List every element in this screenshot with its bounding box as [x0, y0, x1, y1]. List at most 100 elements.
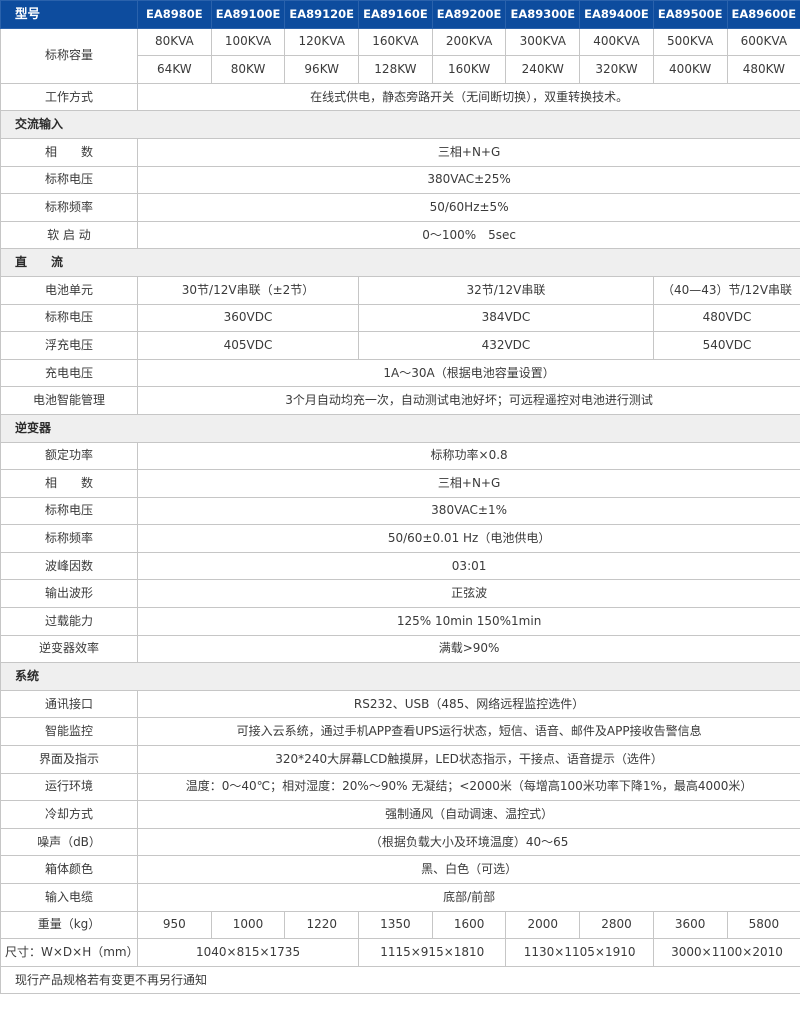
- weight-value: 3600: [652, 910, 728, 940]
- capacity-kw: 128KW: [358, 55, 433, 84]
- row-value: 480VDC: [652, 303, 800, 333]
- weight-value: 1350: [358, 910, 433, 940]
- row-label: 相 数: [0, 469, 138, 498]
- row-label: 逆变器效率: [0, 634, 138, 664]
- dc-nominal-voltage-row: 标称电压 360VDC 384VDC 480VDC: [0, 303, 800, 333]
- weight-value: 1220: [284, 910, 360, 940]
- section-title: 直 流: [0, 248, 800, 277]
- model-name: EA89600E: [726, 0, 800, 29]
- spec-row: 相 数 三相+N+G: [0, 137, 800, 167]
- section-ac-input: 交流输入: [0, 110, 800, 139]
- row-label: 充电电压: [0, 358, 138, 388]
- capacity-kw-row: 64KW 80KW 96KW 128KW 160KW 240KW 320KW 4…: [1, 55, 800, 84]
- model-name: EA89160E: [358, 0, 433, 29]
- spec-row: 标称频率 50/60±0.01 Hz（电池供电）: [0, 524, 800, 553]
- capacity-kva: 500KVA: [652, 27, 728, 57]
- footer-note: 现行产品规格若有变更不再另行通知: [0, 965, 800, 995]
- capacity-kva: 200KVA: [431, 27, 507, 57]
- row-label: 标称电压: [0, 165, 138, 195]
- spec-row: 智能监控 可接入云系统，通过手机APP查看UPS运行状态，短信、语音、邮件及AP…: [0, 717, 800, 747]
- row-label: 电池智能管理: [0, 386, 138, 415]
- row-value: 黑、白色（可选）: [136, 855, 800, 884]
- model-name: EA89100E: [210, 0, 286, 29]
- spec-row: 波峰因数 03:01: [0, 551, 800, 581]
- row-label: 通讯接口: [0, 689, 138, 719]
- row-value: 432VDC: [358, 331, 654, 360]
- row-value: 0～100% 5sec: [136, 220, 800, 250]
- spec-row: 过载能力 125% 10min 150%1min: [0, 607, 800, 636]
- dc-float-voltage-row: 浮充电压 405VDC 432VDC 540VDC: [0, 331, 800, 360]
- spec-row: 电池智能管理 3个月自动均充一次，自动测试电池好坏；可远程遥控对电池进行测试: [0, 386, 800, 415]
- capacity-kw: 400KW: [652, 55, 728, 84]
- row-label: 运行环境: [0, 772, 138, 802]
- capacity-kva-row: 标称容量 80KVA 100KVA 120KVA 160KVA 200KVA 3…: [0, 27, 800, 84]
- weight-value: 1000: [210, 910, 286, 940]
- capacity-kva: 600KVA: [726, 27, 800, 57]
- row-label: 智能监控: [0, 717, 138, 747]
- row-value: 50/60±0.01 Hz（电池供电）: [136, 524, 800, 553]
- dimension-value: 1130×1105×1910: [505, 938, 654, 967]
- row-label: 标称频率: [0, 193, 138, 222]
- row-label: 电池单元: [0, 275, 138, 305]
- row-label: 箱体颜色: [0, 855, 138, 884]
- battery-unit-row: 电池单元 30节/12V串联（±2节） 32节/12V串联 （40—43）节/1…: [0, 275, 800, 305]
- row-value: 380VAC±1%: [136, 496, 800, 526]
- capacity-kw: 80KW: [210, 55, 286, 84]
- spec-row: 输出波形 正弦波: [0, 579, 800, 609]
- row-value: 底部/前部: [136, 883, 800, 912]
- ups-spec-table: 型号 EA8980E EA89100E EA89120E EA89160E EA…: [0, 0, 800, 995]
- row-label: 重量（kg）: [0, 910, 138, 940]
- row-value: 03:01: [136, 551, 800, 581]
- capacity-kva: 160KVA: [358, 27, 433, 57]
- row-value: （40—43）节/12V串联: [652, 275, 800, 305]
- section-title: 逆变器: [0, 413, 800, 443]
- section-inverter: 逆变器: [0, 413, 800, 443]
- row-value: 125% 10min 150%1min: [136, 607, 800, 636]
- spec-row: 标称频率 50/60Hz±5%: [0, 193, 800, 222]
- model-name: EA8980E: [137, 0, 212, 29]
- row-label: 输入电缆: [0, 883, 138, 912]
- model-name: EA89400E: [579, 0, 654, 29]
- model-name: EA89200E: [431, 0, 507, 29]
- row-label: 过载能力: [0, 607, 138, 636]
- row-label: 标称电压: [0, 303, 138, 333]
- work-mode-row: 工作方式 在线式供电，静态旁路开关（无间断切换），双重转换技术。: [0, 82, 800, 112]
- row-value: 380VAC±25%: [136, 165, 800, 195]
- row-value: 50/60Hz±5%: [136, 193, 800, 222]
- capacity-kw: 96KW: [284, 55, 360, 84]
- row-value: 540VDC: [652, 331, 800, 360]
- section-title: 系统: [0, 662, 800, 691]
- capacity-kva: 120KVA: [284, 27, 360, 57]
- capacity-kva: 400KVA: [579, 27, 654, 57]
- weight-value: 5800: [726, 910, 800, 940]
- row-value: 3个月自动均充一次，自动测试电池好坏；可远程遥控对电池进行测试: [136, 386, 800, 415]
- capacity-kva: 80KVA: [137, 27, 212, 57]
- spec-row: 运行环境 温度：0～40℃；相对湿度：20%～90% 无凝结；<2000米（每增…: [0, 772, 800, 802]
- spec-row: 充电电压 1A～30A（根据电池容量设置）: [0, 358, 800, 388]
- capacity-kw: 240KW: [505, 55, 581, 84]
- spec-row: 标称电压 380VAC±25%: [0, 165, 800, 195]
- row-label: 标称容量: [0, 27, 138, 84]
- section-dc: 直 流: [0, 248, 800, 277]
- weight-row: 重量（kg） 950 1000 1220 1350 1600 2000 2800…: [0, 910, 800, 940]
- model-header-row: 型号 EA8980E EA89100E EA89120E EA89160E EA…: [0, 0, 800, 29]
- section-title: 交流输入: [0, 110, 800, 139]
- capacity-kva: 300KVA: [505, 27, 581, 57]
- spec-row: 逆变器效率 满载>90%: [0, 634, 800, 664]
- row-label: 软 启 动: [0, 220, 138, 250]
- spec-row: 输入电缆 底部/前部: [0, 883, 800, 912]
- row-value: 405VDC: [136, 331, 360, 360]
- spec-row: 相 数 三相+N+G: [0, 469, 800, 498]
- capacity-kw: 480KW: [726, 55, 800, 84]
- dimension-value: 1040×815×1735: [136, 938, 360, 967]
- spec-row: 噪声（dB） （根据负载大小及环境温度）40～65: [0, 827, 800, 857]
- row-value: 正弦波: [136, 579, 800, 609]
- dimension-value: 1115×915×1810: [358, 938, 507, 967]
- row-label: 输出波形: [0, 579, 138, 609]
- model-name: EA89120E: [284, 0, 360, 29]
- weight-value: 950: [137, 910, 212, 940]
- row-value: 1A～30A（根据电池容量设置）: [136, 358, 800, 388]
- dimension-value: 3000×1100×2010: [652, 938, 800, 967]
- model-name: EA89500E: [652, 0, 728, 29]
